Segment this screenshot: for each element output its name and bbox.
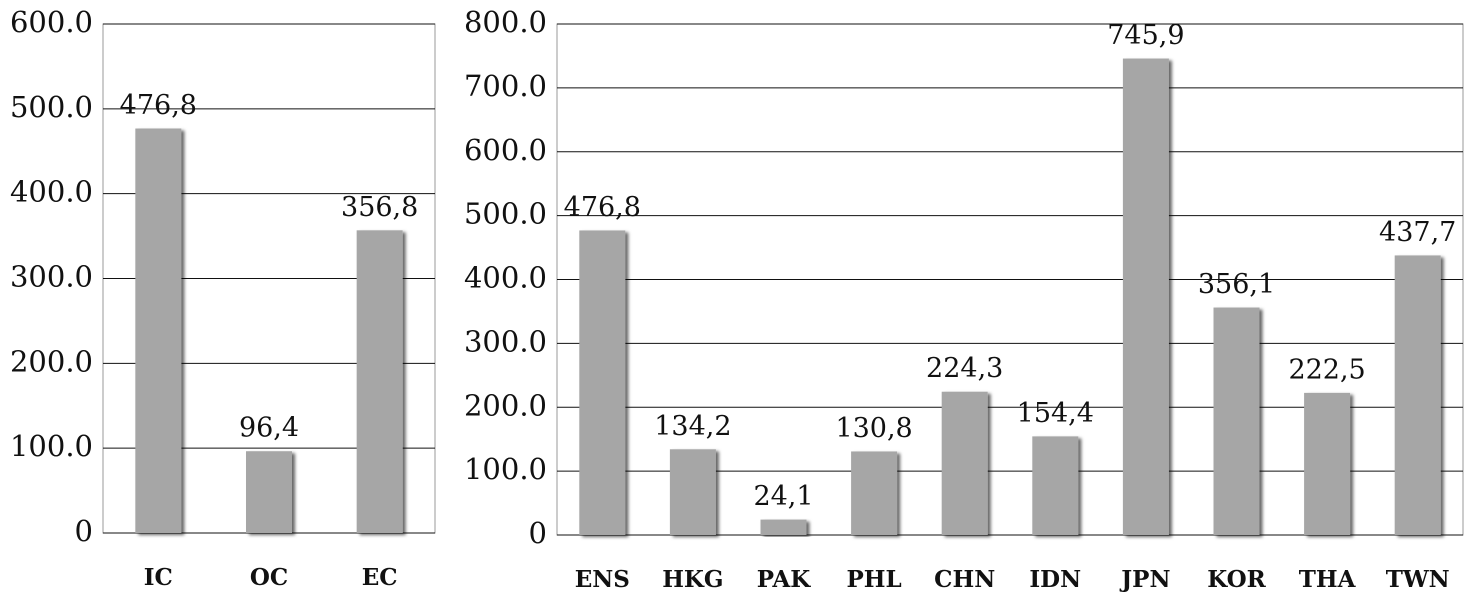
- y-tick-label: 300.0: [464, 324, 547, 358]
- bar: [356, 230, 403, 533]
- x-tick-label: THA: [1299, 566, 1357, 593]
- y-tick-label: 200.0: [464, 388, 547, 422]
- bar: [1304, 392, 1351, 535]
- bar: [1122, 58, 1169, 536]
- x-tick-label: HKG: [662, 566, 723, 593]
- y-tick-label: 700.0: [464, 69, 547, 103]
- bar: [760, 519, 807, 535]
- y-tick-label: 800.0: [464, 5, 547, 39]
- value-label: 476,8: [120, 90, 197, 121]
- x-tick-label: PHL: [846, 566, 901, 593]
- y-tick-label: 100.0: [10, 429, 93, 463]
- x-tick-label: JPN: [1119, 566, 1170, 593]
- y-tick-label: 100.0: [464, 452, 547, 486]
- bar: [1394, 255, 1441, 535]
- y-tick-label: 500.0: [10, 90, 93, 124]
- bar: [246, 451, 292, 533]
- value-label: 154,4: [1017, 398, 1094, 429]
- y-tick-label: 400.0: [464, 261, 547, 295]
- y-tick-label: 500.0: [464, 197, 547, 231]
- x-tick-label: OC: [250, 564, 288, 591]
- value-label: 96,4: [239, 413, 299, 444]
- x-tick-label: EC: [362, 564, 398, 591]
- value-label: 134,2: [654, 411, 731, 442]
- y-tick-label: 0: [529, 516, 547, 550]
- value-label: 437,7: [1379, 217, 1456, 248]
- bar: [669, 449, 716, 535]
- x-tick-label: TWN: [1386, 566, 1450, 593]
- bar: [1213, 307, 1260, 535]
- x-tick-label: IC: [144, 564, 173, 591]
- value-label: 24,1: [753, 481, 813, 512]
- y-tick-label: 0: [75, 514, 93, 548]
- x-tick-label: CHN: [934, 566, 995, 593]
- bar: [579, 230, 626, 535]
- value-label: 356,8: [341, 192, 418, 223]
- x-tick-label: KOR: [1207, 566, 1266, 593]
- y-tick-label: 600.0: [464, 133, 547, 167]
- x-tick-label: IDN: [1029, 566, 1081, 593]
- bar: [941, 391, 988, 535]
- x-tick-label: PAK: [757, 566, 811, 593]
- bar: [1032, 436, 1079, 535]
- bar: [851, 451, 898, 535]
- value-label: 222,5: [1288, 354, 1365, 385]
- y-tick-label: 200.0: [10, 344, 93, 378]
- value-label: 745,9: [1107, 20, 1184, 51]
- y-tick-label: 300.0: [10, 260, 93, 294]
- value-label: 224,3: [926, 353, 1003, 384]
- value-label: 356,1: [1198, 269, 1275, 300]
- bar: [135, 128, 182, 534]
- value-label: 130,8: [835, 413, 912, 444]
- y-tick-label: 400.0: [10, 175, 93, 209]
- x-tick-label: ENS: [575, 566, 630, 593]
- y-tick-label: 600.0: [10, 5, 93, 39]
- value-label: 476,8: [564, 192, 641, 223]
